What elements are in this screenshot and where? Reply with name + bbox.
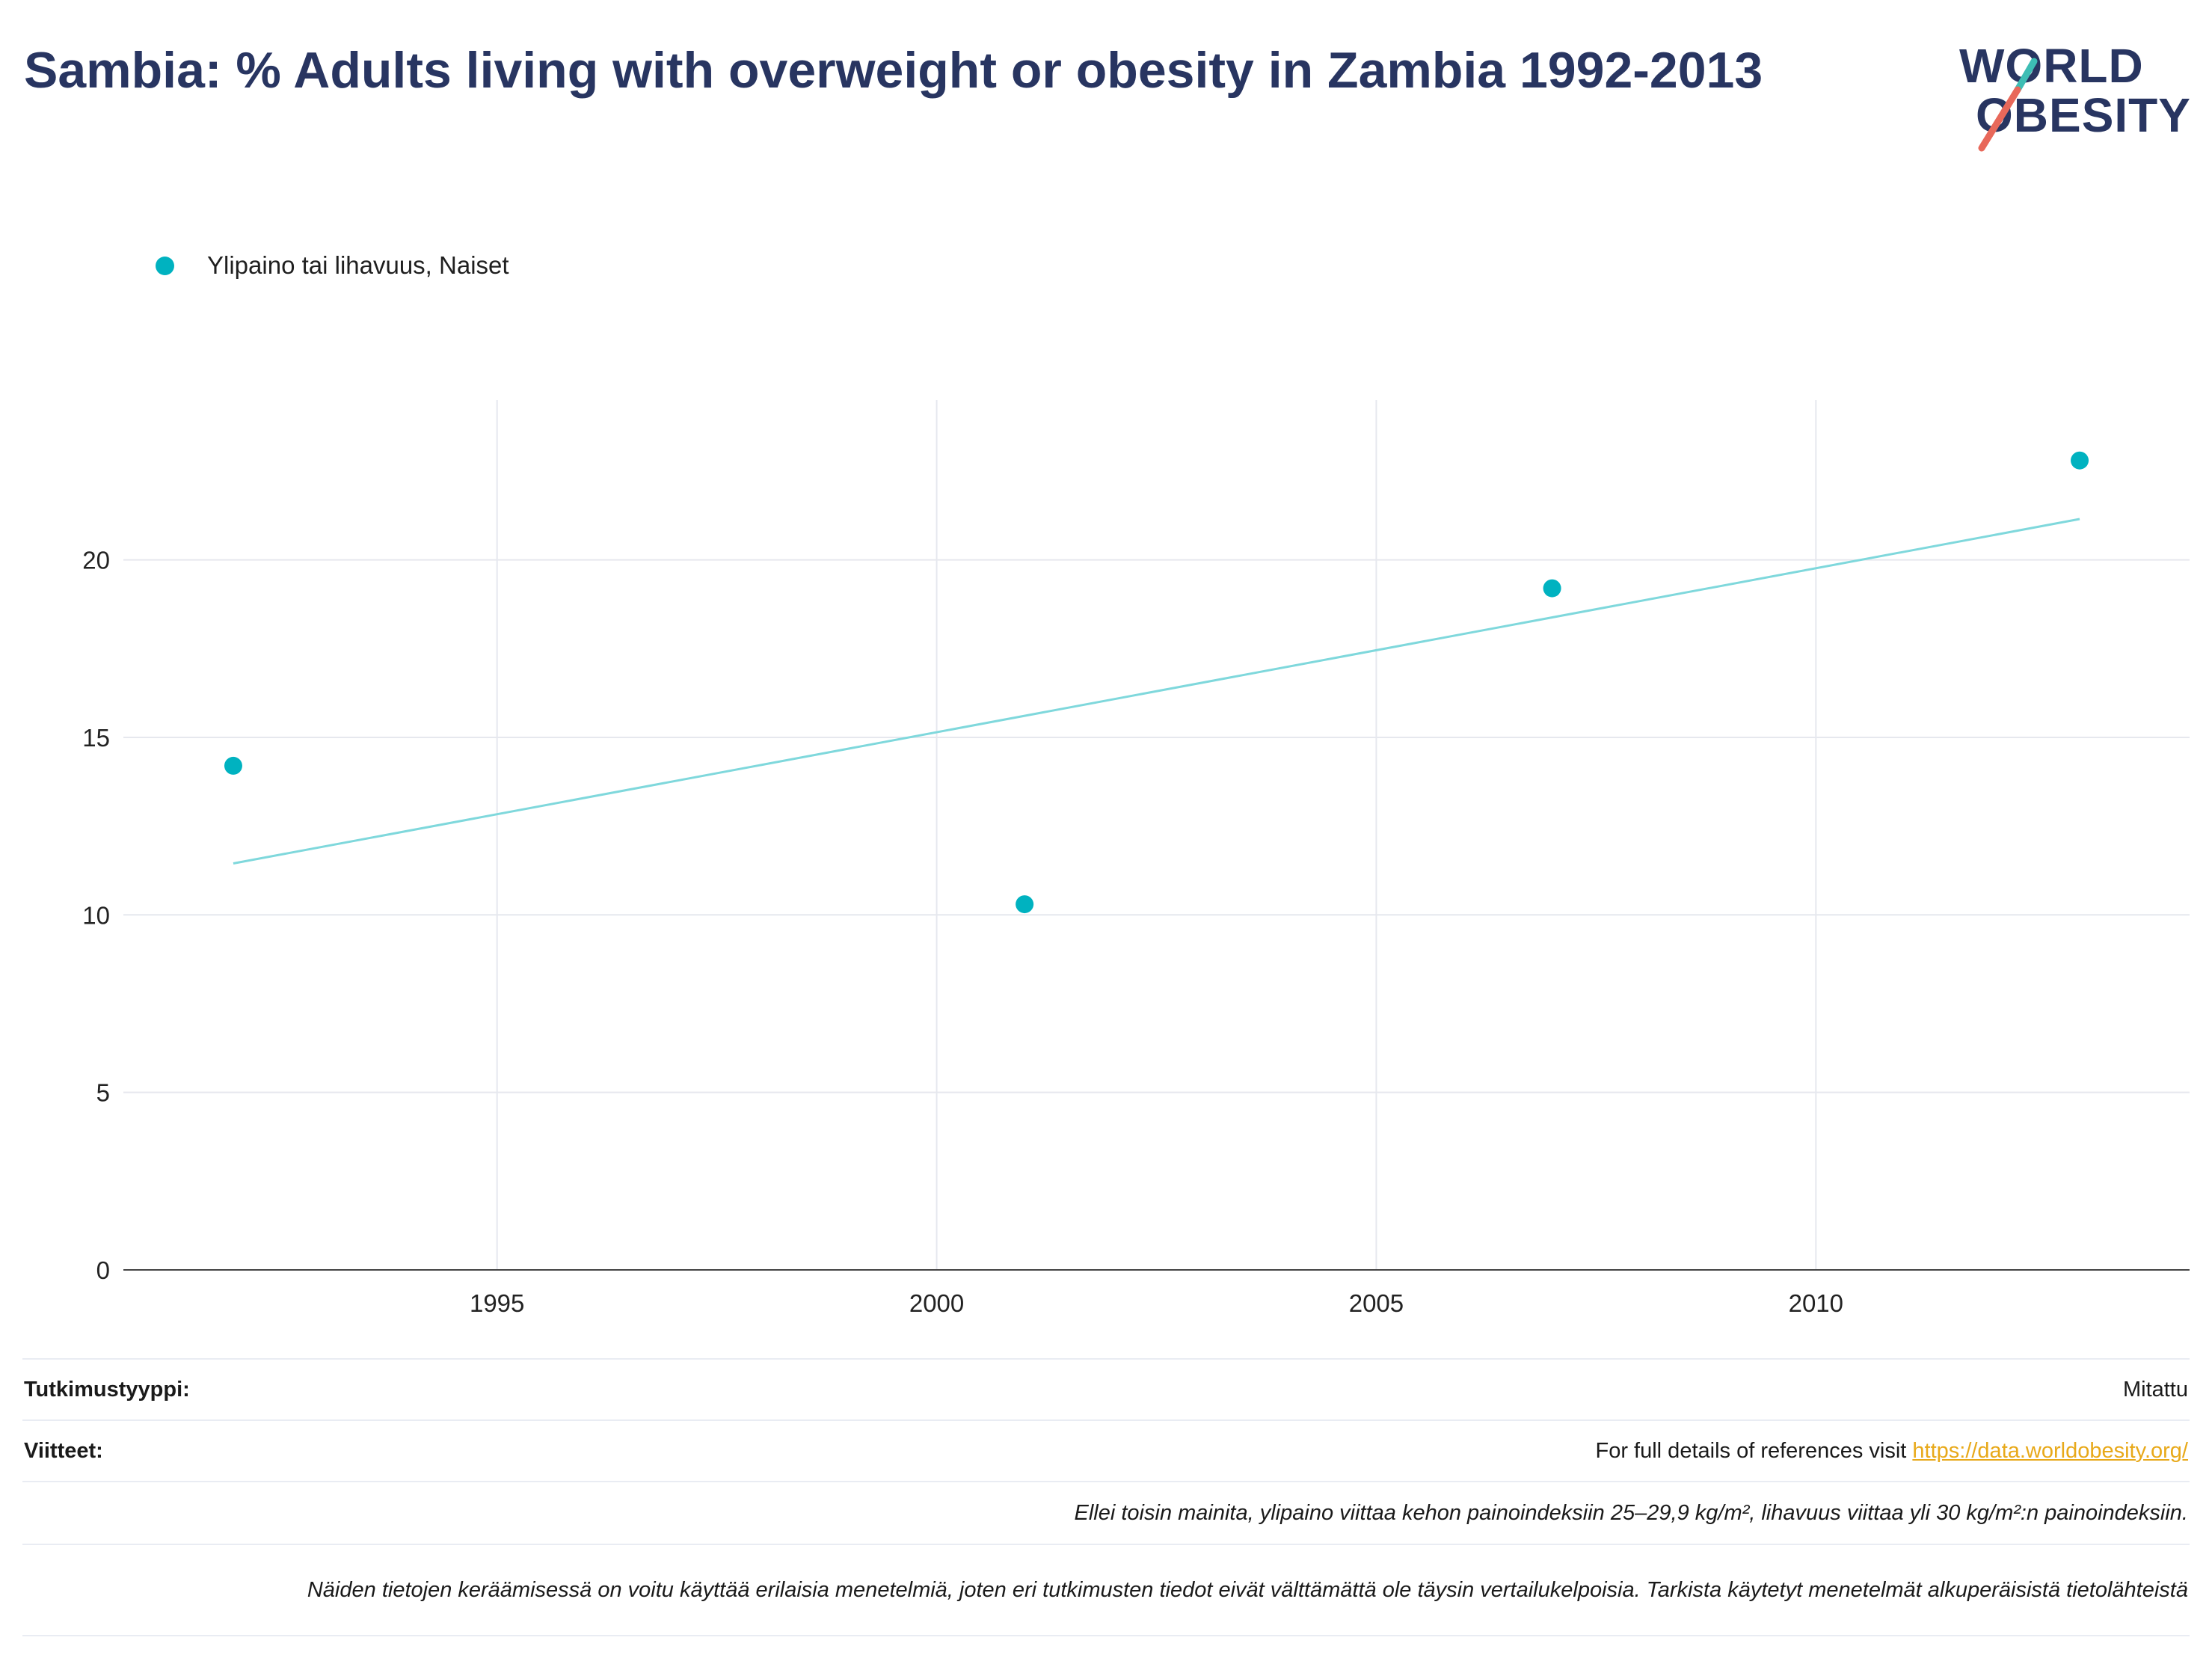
note-methods: Näiden tietojen keräämisessä on voitu kä…: [307, 1578, 2188, 1602]
y-tick-label: 0: [96, 1256, 110, 1284]
x-tick-label: 1995: [470, 1289, 524, 1317]
note-definitions: Ellei toisin mainita, ylipaino viittaa k…: [1074, 1501, 2188, 1525]
y-tick-label: 15: [82, 724, 110, 752]
study-type-value: Mitattu: [2122, 1377, 2188, 1402]
data-point: [1016, 895, 1034, 914]
data-point: [1543, 579, 1561, 598]
page-title: Sambia: % Adults living with overweight …: [24, 42, 1763, 99]
chart-legend: Ylipaino tai lihavuus, Naiset: [156, 247, 509, 284]
footer-row-references: Viitteet: For full details of references…: [22, 1419, 2190, 1481]
world-obesity-logo: WORLD OBESITY: [1937, 22, 2199, 157]
logo-line1: WORLD: [1959, 39, 2144, 93]
x-tick-label: 2010: [1789, 1289, 1843, 1317]
references-link[interactable]: https://data.worldobesity.org/: [1912, 1438, 2188, 1463]
y-tick-label: 10: [82, 901, 110, 929]
chart-footer: Tutkimustyyppi: Mitattu Viitteet: For fu…: [22, 1358, 2190, 1636]
y-tick-label: 5: [96, 1079, 110, 1107]
references-text: For full details of references visit: [1595, 1438, 1913, 1463]
legend-marker: [156, 256, 174, 275]
y-tick-label: 20: [82, 547, 110, 574]
study-type-label: Tutkimustyyppi:: [24, 1377, 190, 1402]
trend-line: [233, 518, 2080, 865]
references-label: Viitteet:: [24, 1438, 103, 1463]
logo-slash-icon: [1978, 58, 2038, 152]
legend-label: Ylipaino tai lihavuus, Naiset: [207, 251, 509, 279]
data-point: [224, 756, 242, 775]
footer-row-note-methods: Näiden tietojen keräämisessä on voitu kä…: [22, 1544, 2190, 1636]
data-point: [2071, 451, 2089, 470]
footer-row-study-type: Tutkimustyyppi: Mitattu: [22, 1358, 2190, 1419]
footer-row-note-definitions: Ellei toisin mainita, ylipaino viittaa k…: [22, 1481, 2190, 1544]
x-tick-label: 2000: [909, 1289, 964, 1317]
scatter-chart: 0 5 10 15 20 1995 2000 2005 2010: [82, 400, 2190, 1317]
references-value: For full details of references visit htt…: [1596, 1439, 2189, 1464]
x-tick-label: 2005: [1349, 1289, 1404, 1317]
